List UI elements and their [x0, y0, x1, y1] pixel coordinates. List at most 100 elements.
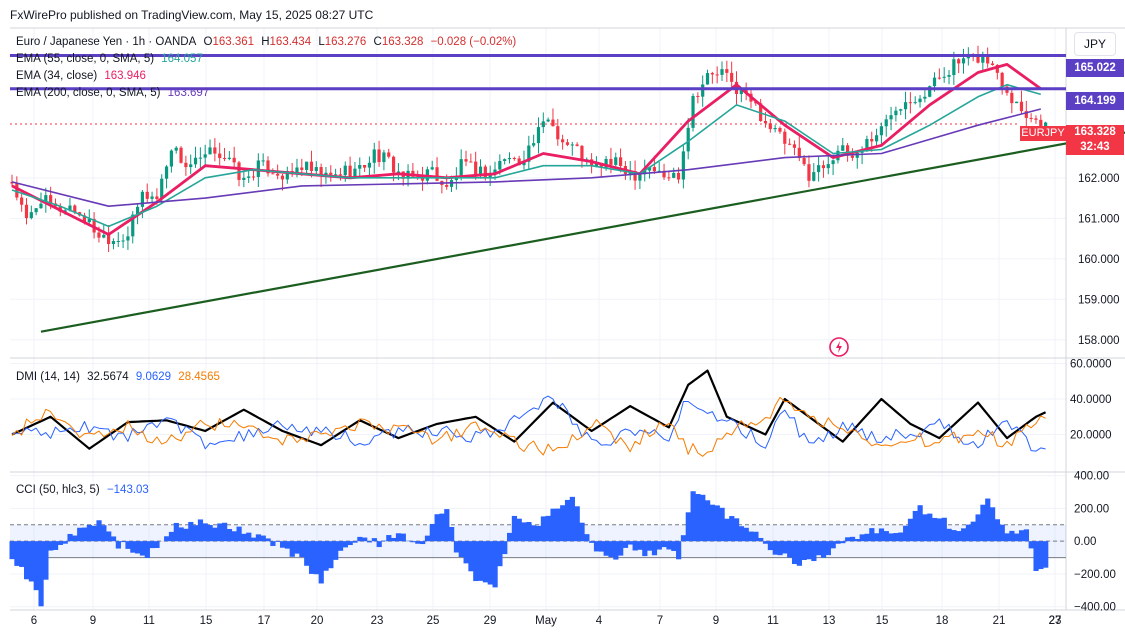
flash-icon[interactable]: [828, 336, 850, 358]
cci-bar: [753, 531, 759, 542]
candle-body: [884, 119, 888, 127]
cci-bar: [961, 528, 967, 542]
cci-bar: [9, 541, 15, 560]
cci-bar: [381, 540, 387, 542]
x-tick-label: 29: [484, 615, 497, 627]
candle-body: [97, 232, 101, 238]
x-tick-label: 11: [143, 615, 155, 627]
candle-body: [251, 176, 256, 178]
candle-body: [107, 234, 111, 245]
cci-bar: [511, 515, 518, 542]
dmi-tick-label: 60.0000: [1070, 359, 1112, 371]
candle-body: [797, 147, 801, 159]
cci-tick-label: −400.00: [1074, 602, 1116, 614]
candle-body: [1019, 101, 1024, 112]
cci-bar: [574, 506, 580, 542]
cci-bar: [487, 541, 493, 585]
candle-body: [672, 172, 676, 178]
candle-body: [63, 210, 67, 212]
cci-bar: [168, 531, 175, 542]
candle-body: [160, 178, 164, 200]
candle-body: [903, 102, 908, 110]
candle-body: [638, 174, 642, 181]
candle-body: [932, 77, 937, 87]
candle-body: [1000, 72, 1004, 87]
cci-bar: [874, 533, 880, 542]
cci-bar: [347, 541, 353, 546]
candle-body: [899, 109, 903, 111]
pane-separators: [10, 27, 1125, 611]
cci-bar: [86, 524, 92, 542]
x-tick-label: 23: [1049, 615, 1062, 627]
ema34-value: 163.946: [104, 70, 146, 82]
cci-bar: [386, 535, 392, 542]
currency-button[interactable]: JPY: [1074, 32, 1116, 56]
cci-bar: [676, 541, 682, 560]
cci-bar: [492, 541, 498, 588]
cci-bar: [183, 528, 189, 542]
candle-body: [874, 135, 879, 142]
cci-bar: [647, 541, 653, 551]
dmi-tick-label: 20.0000: [1070, 430, 1112, 442]
candle-body: [536, 127, 541, 144]
cci-bar: [81, 527, 88, 542]
resistance-upper-tag: 165.022: [1066, 59, 1124, 77]
candle-body: [845, 145, 850, 156]
cci-bar: [304, 541, 310, 566]
cci-bar: [52, 541, 59, 550]
cci-bar: [589, 541, 595, 543]
cci-bar: [893, 533, 899, 542]
cci-bar: [806, 541, 812, 560]
cci-bar: [444, 509, 450, 542]
cci-bar: [96, 520, 102, 542]
candle-body: [807, 164, 811, 181]
candle-body: [561, 139, 565, 143]
current-price-value: 163.328: [1074, 126, 1116, 138]
candle-body: [942, 76, 946, 78]
candle-body: [633, 171, 637, 181]
candle-body: [343, 165, 347, 176]
x-tick-label: 15: [200, 615, 213, 627]
candle-body: [512, 157, 516, 159]
candle-body: [1029, 117, 1033, 119]
cci-bar: [188, 521, 194, 542]
cci-bar: [279, 541, 286, 548]
cci-bar: [366, 541, 373, 543]
candle-body: [49, 195, 53, 204]
cci-bar: [91, 525, 97, 542]
candle-body: [768, 123, 772, 130]
ema-lines: [11, 63, 1042, 236]
x-tick-label: May: [535, 615, 557, 627]
cci-bar: [903, 525, 909, 542]
candle-body: [894, 110, 898, 116]
close-label: C: [373, 36, 382, 48]
candle-body: [778, 128, 782, 132]
cci-bar: [816, 541, 822, 556]
candle-body: [478, 166, 483, 176]
cci-bar: [965, 524, 972, 542]
candle-body: [667, 177, 671, 179]
cci-bar: [130, 541, 136, 553]
candle-body: [947, 75, 951, 77]
cci-bar: [458, 541, 464, 558]
cci-bar: [801, 541, 807, 560]
candle-body: [580, 145, 584, 161]
candle-body: [594, 163, 599, 167]
cci-bar: [1009, 530, 1015, 542]
cci-bar: [564, 499, 571, 542]
cci-bar: [535, 525, 542, 542]
candle-body: [232, 157, 236, 163]
cci-bar: [787, 541, 793, 558]
candle-body: [116, 240, 120, 242]
cci-bar: [19, 541, 25, 567]
candle-body: [338, 174, 343, 176]
high-value: 163.434: [269, 36, 312, 48]
cci-bar: [758, 537, 764, 542]
candle-body: [826, 164, 830, 169]
cci-bar: [333, 541, 339, 560]
candle-body: [464, 159, 468, 162]
cci-bar: [700, 494, 706, 542]
cci-bar: [376, 541, 382, 548]
candle-body: [295, 167, 299, 174]
